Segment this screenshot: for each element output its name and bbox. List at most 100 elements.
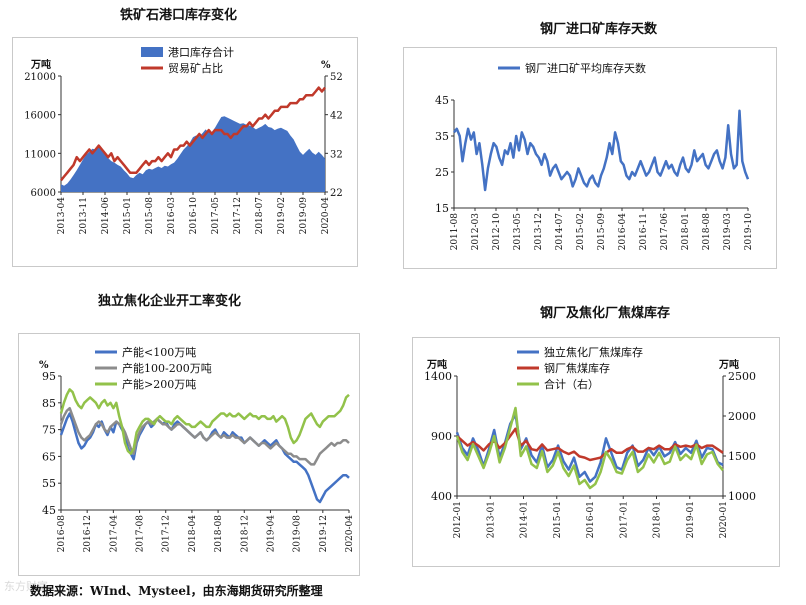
y2-tick-label: 1500 xyxy=(728,450,756,463)
series-line-1 xyxy=(456,427,724,462)
chart4-panel: 1400 900 400 2500 2000 1500 1000 2012-01 2013-01… xyxy=(412,337,780,567)
y-tick-label: 65 xyxy=(42,450,56,463)
x-tick-label: 2014-06 xyxy=(101,197,111,235)
x-tick-label: 2014-01 xyxy=(520,501,530,538)
chart1-panel: 21000 16000 11000 6000 52 42 32 22 2013-04 2013-1… xyxy=(12,37,358,267)
x-tick-label: 2017-08 xyxy=(136,515,146,553)
series-line-0 xyxy=(453,109,750,192)
chart2-title: 钢厂进口矿库存天数 xyxy=(540,22,658,37)
legend-label: 港口库存合计 xyxy=(168,45,234,59)
series-line-2 xyxy=(59,388,350,455)
y-tick-label: 16000 xyxy=(24,111,56,122)
series-line-0 xyxy=(455,413,724,483)
y-tick-label: 400 xyxy=(431,490,452,503)
x-tick-label: 2017-01 xyxy=(619,501,629,538)
x-tick-label: 2017-04 xyxy=(109,515,119,553)
x-tick-label: 2013-11 xyxy=(79,197,89,234)
x-tick-label: 2017-05 xyxy=(211,197,221,235)
x-tick-label: 2014-07 xyxy=(555,213,565,251)
x-tick-label: 2018-01 xyxy=(681,213,691,250)
y-tick-label: 55 xyxy=(42,477,56,490)
y2-tick-label: 42 xyxy=(330,111,343,122)
series-area-0 xyxy=(61,116,325,192)
y-tick-label: 35 xyxy=(435,130,449,143)
chart2-panel: 45 35 25 15 2011-08 2012-03 2012-10 2013-05 2013… xyxy=(403,47,777,269)
y-tick-label: 6000 xyxy=(31,188,56,199)
x-tick-label: 2019-03 xyxy=(723,213,733,251)
x-tick-label: 2015-08 xyxy=(145,197,155,235)
legend-label: 产能>200万吨 xyxy=(122,377,196,391)
left-unit-label: 万吨 xyxy=(426,358,447,371)
x-tick-label: 2019-08 xyxy=(293,515,303,553)
x-tick-label: 2019-10 xyxy=(744,213,754,251)
x-tick-label: 2017-12 xyxy=(162,515,172,552)
x-tick-label: 2016-11 xyxy=(639,213,649,250)
series-line-1 xyxy=(60,86,326,182)
x-tick-label: 2016-03 xyxy=(167,197,177,235)
legend-label: 独立焦化厂焦煤库存 xyxy=(544,345,643,359)
x-tick-label: 2012-03 xyxy=(471,213,481,251)
y2-tick-label: 2000 xyxy=(728,410,756,423)
x-tick-label: 2020-04 xyxy=(345,515,355,553)
chart3-panel: 95 85 75 65 55 45 2016-08 2016-12 2017-04 2017-08… xyxy=(18,333,360,576)
x-tick-label: 2018-12 xyxy=(240,515,250,552)
y-tick-label: 11000 xyxy=(24,149,56,160)
y2-tick-label: 32 xyxy=(330,149,343,160)
legend-label: 贸易矿占比 xyxy=(168,61,223,75)
x-tick-label: 2019-02 xyxy=(277,197,287,234)
y-tick-label: 75 xyxy=(42,424,56,437)
right-unit-label: % xyxy=(321,60,331,71)
x-tick-label: 2015-02 xyxy=(576,213,586,250)
legend-swatch xyxy=(141,47,163,57)
x-tick-label: 2013-05 xyxy=(513,213,523,251)
x-tick-label: 2018-08 xyxy=(214,515,224,553)
x-tick-label: 2019-09 xyxy=(299,197,309,235)
y-tick-label: 85 xyxy=(42,397,56,410)
x-tick-label: 2019-01 xyxy=(686,501,696,538)
y-tick-label: 45 xyxy=(435,94,449,107)
y-tick-label: 21000 xyxy=(24,72,56,83)
legend-label: 合计（右） xyxy=(544,377,599,391)
chart1-title: 铁矿石港口库存变化 xyxy=(120,8,238,23)
y-tick-label: 1400 xyxy=(424,370,452,383)
x-tick-label: 2013-12 xyxy=(534,213,544,250)
y-tick-label: 95 xyxy=(42,370,56,383)
chart3-title: 独立焦化企业开工率变化 xyxy=(98,294,242,309)
series-line-2 xyxy=(455,406,724,490)
legend-label: 钢厂进口矿平均库存天数 xyxy=(525,61,646,75)
x-tick-label: 2012-10 xyxy=(492,213,502,251)
x-tick-label: 2015-09 xyxy=(597,213,607,251)
data-source-note: 数据来源：WInd、Mysteel，由东海期货研究所整理 xyxy=(30,584,323,598)
x-tick-label: 2016-01 xyxy=(586,501,596,538)
y-tick-label: 25 xyxy=(435,166,449,179)
watermark: 东方财富 xyxy=(4,580,48,593)
x-tick-label: 2016-04 xyxy=(618,213,628,251)
x-tick-label: 2016-10 xyxy=(189,197,199,235)
x-tick-label: 2020-04 xyxy=(321,197,331,235)
legend-label: 产能<100万吨 xyxy=(122,345,196,359)
x-tick-label: 2013-01 xyxy=(486,501,496,538)
x-tick-label: 2012-01 xyxy=(453,501,463,538)
y-tick-label: 15 xyxy=(435,202,449,215)
x-tick-label: 2016-08 xyxy=(57,515,67,553)
right-unit-label: 万吨 xyxy=(718,358,739,371)
chart1-svg: 21000 16000 11000 6000 52 42 32 22 2013-04 2013-1… xyxy=(24,45,343,235)
y2-tick-label: 22 xyxy=(330,188,343,199)
x-tick-label: 2015-01 xyxy=(553,501,563,538)
x-tick-label: 2018-04 xyxy=(188,515,198,553)
x-tick-label: 2018-01 xyxy=(653,501,663,538)
x-tick-label: 2016-12 xyxy=(83,515,93,552)
legend-label: 钢厂焦煤库存 xyxy=(544,361,610,375)
y2-tick-label: 52 xyxy=(330,72,343,83)
chart4-title: 钢厂及焦化厂焦煤库存 xyxy=(540,306,671,321)
y-tick-label: 900 xyxy=(431,430,452,443)
y2-tick-label: 2500 xyxy=(728,370,756,383)
x-tick-label: 2013-04 xyxy=(57,197,67,235)
y-tick-label: 45 xyxy=(42,504,56,517)
x-tick-label: 2018-08 xyxy=(702,213,712,251)
series-line-1 xyxy=(59,406,350,466)
x-tick-label: 2018-07 xyxy=(255,197,265,235)
x-tick-label: 2019-12 xyxy=(319,515,329,552)
unit-label: % xyxy=(39,360,49,371)
